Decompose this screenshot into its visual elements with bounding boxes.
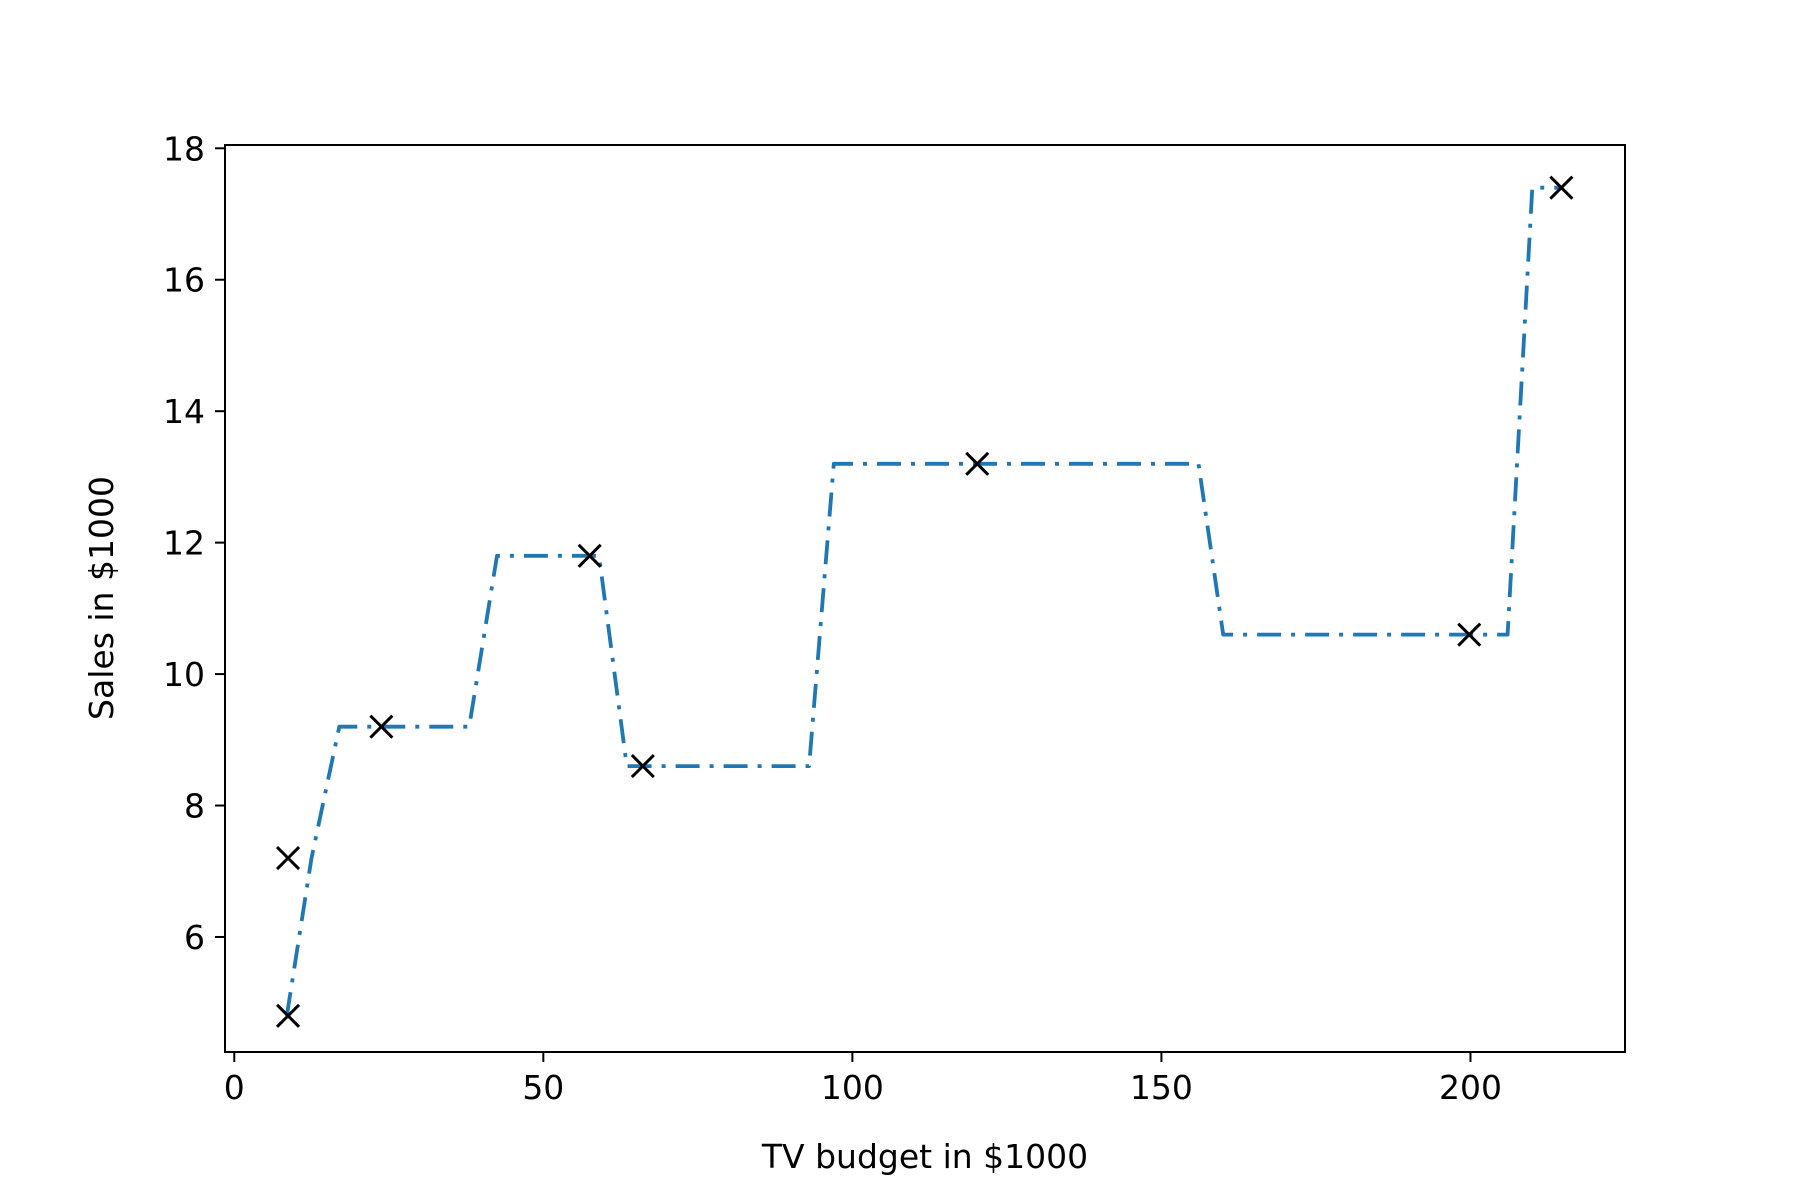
y-axis-label: Sales in $1000 [82,476,121,720]
marker-stroke [577,543,602,568]
data-point-marker [1457,622,1482,647]
x-axis: 0 50 100 150 200 [224,1052,1502,1107]
y-tick-label: 18 [163,129,205,168]
data-point-marker [577,543,602,568]
x-tick-label: 0 [224,1068,245,1107]
data-point-marker [965,451,990,476]
marker-stroke [369,714,394,739]
axes-frame [224,144,1626,1053]
marker-stroke [630,754,655,779]
plot-area [275,175,1574,1028]
marker-stroke [965,451,990,476]
data-point-marker [275,1003,301,1028]
marker-stroke [1549,175,1574,200]
y-axis: 6 8 10 12 14 16 18 [163,129,225,957]
y-tick-label: 8 [184,787,205,826]
marker-stroke [1457,622,1482,647]
y-tick-label: 12 [163,524,205,563]
y-tick-label: 10 [163,655,205,694]
data-point-marker [630,754,655,779]
x-tick-label: 200 [1439,1068,1502,1107]
x-axis-label: TV budget in $1000 [761,1137,1088,1176]
series-line-0 [284,185,1564,1017]
data-point-marker [369,714,394,739]
x-tick-label: 50 [522,1068,564,1107]
x-tick-label: 150 [1130,1068,1193,1107]
marker-stroke [275,1003,301,1028]
marker-stroke [275,846,301,871]
y-tick-label: 16 [163,261,205,300]
data-point-marker [1549,175,1574,200]
y-tick-label: 6 [184,918,205,957]
data-point-marker [275,846,301,871]
x-tick-label: 100 [821,1068,884,1107]
y-tick-label: 14 [163,392,205,431]
